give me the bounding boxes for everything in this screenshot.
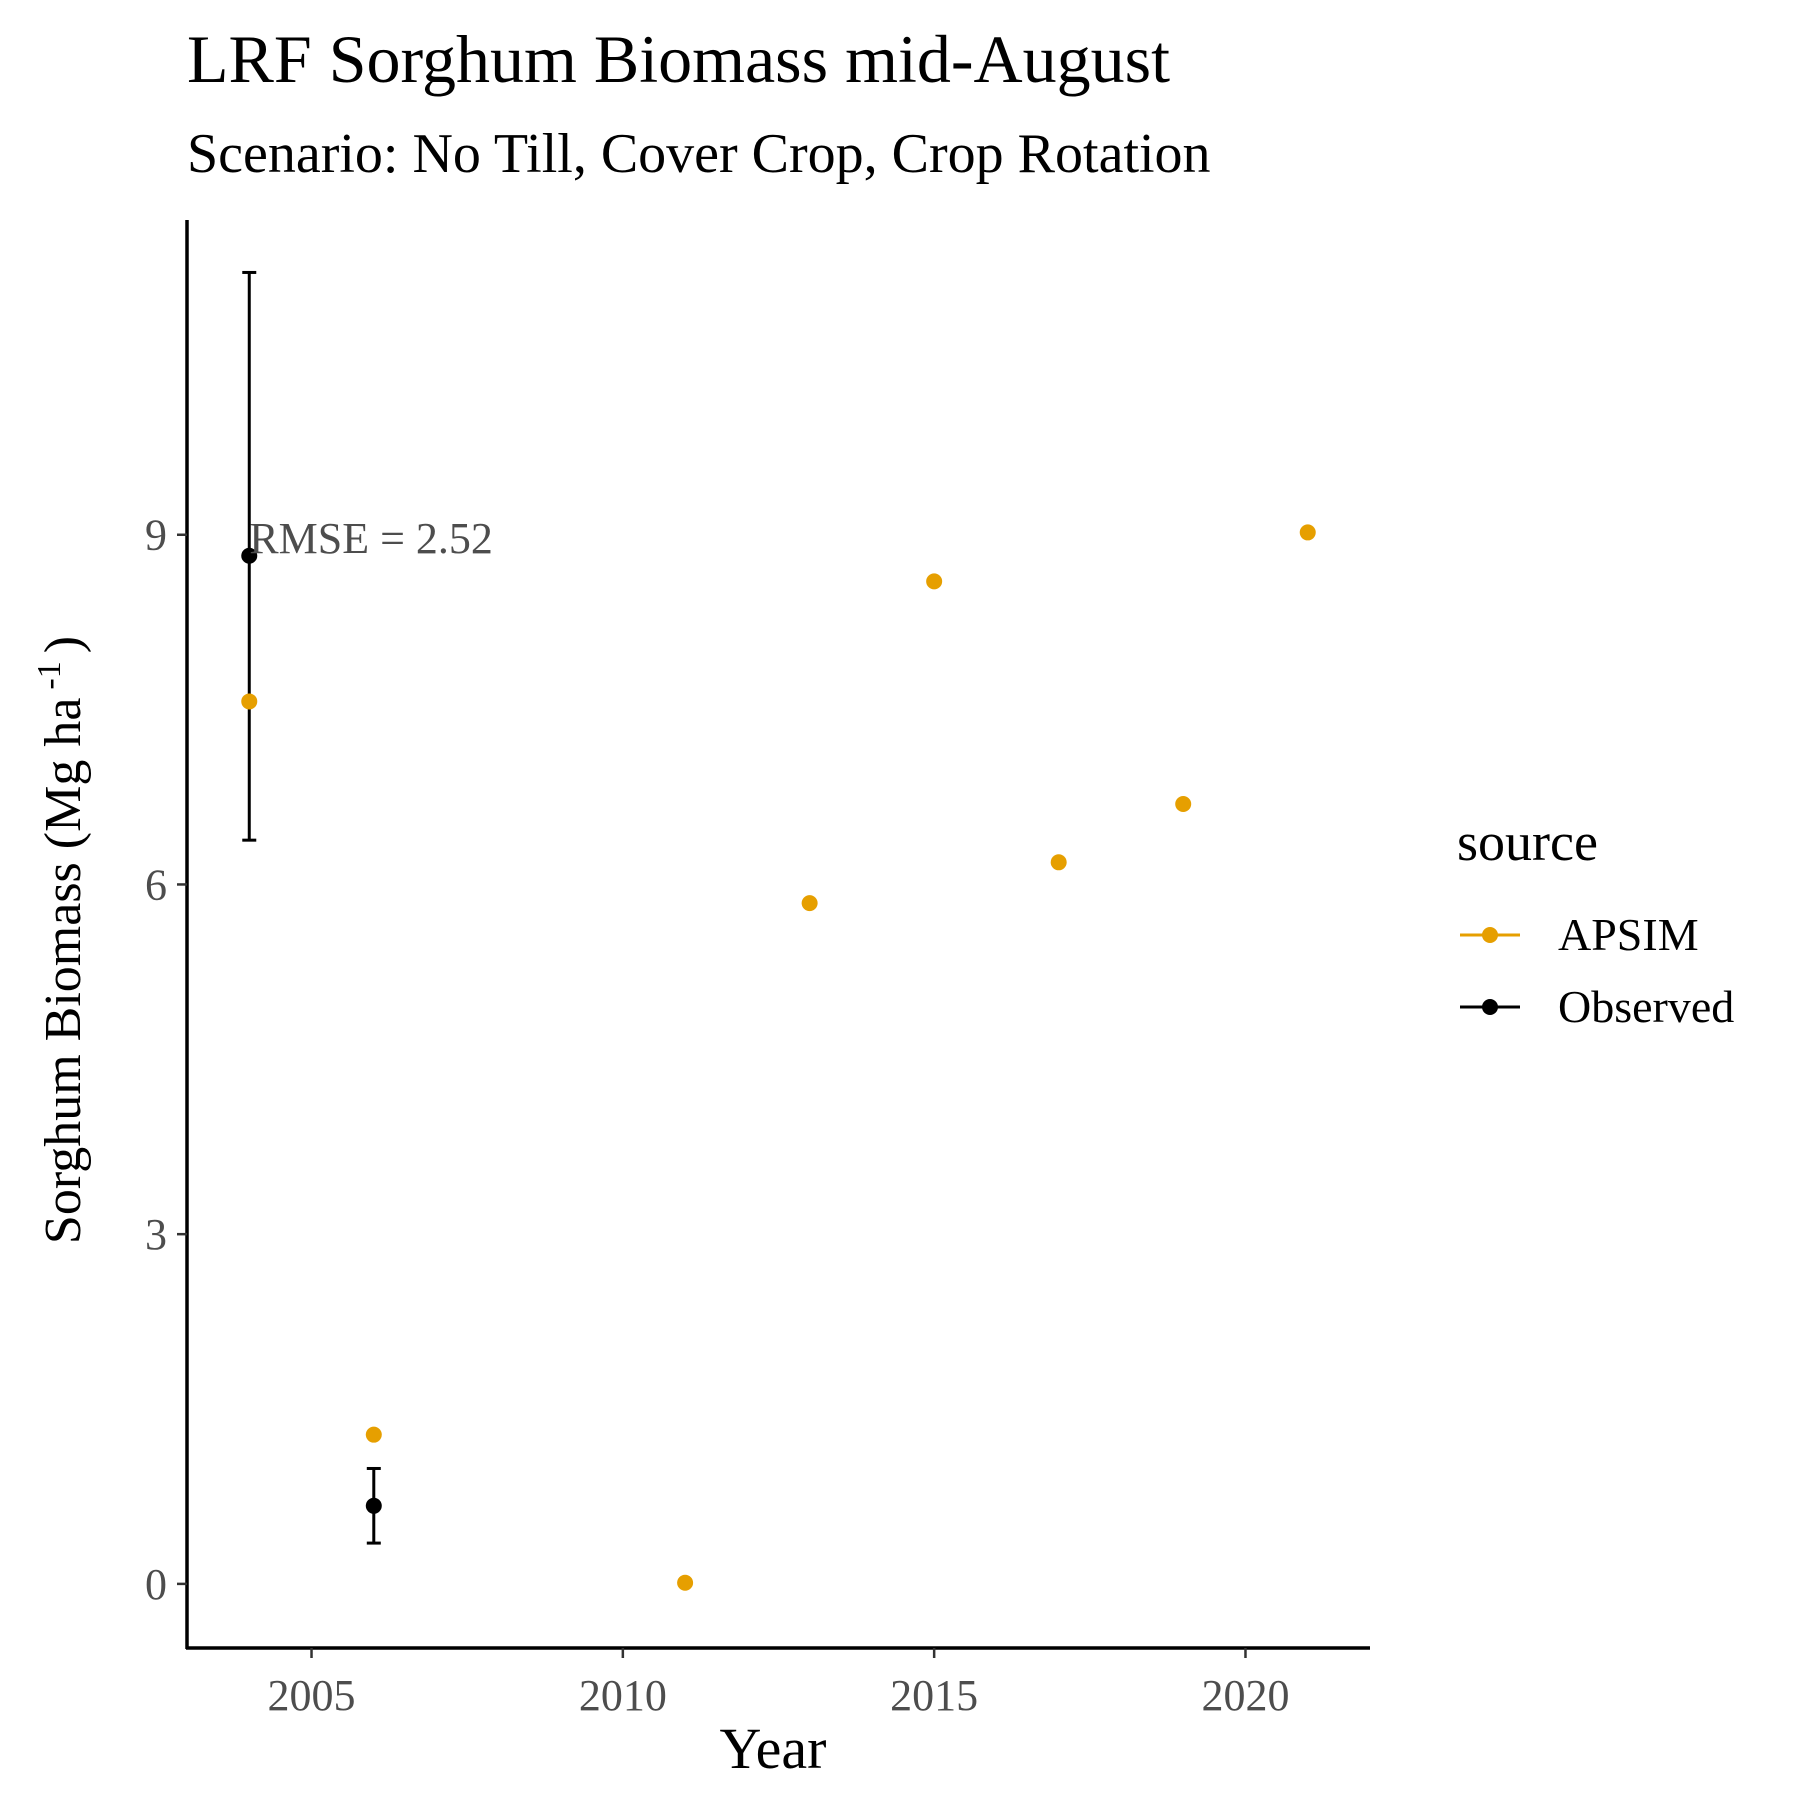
y-axis-title-close: ) [35,636,92,653]
chart-subtitle: Scenario: No Till, Cover Crop, Crop Rota… [187,123,1211,185]
legend-key-observed [1460,999,1520,1015]
y-tick-label-0: 0 [145,1560,167,1609]
apsim-point-3 [801,895,818,912]
apsim-point-2 [677,1574,694,1591]
apsim-point-6 [1175,796,1192,813]
y-axis-title-main: Sorghum Biomass (Mg ha [35,698,92,1245]
apsim-point-7 [1299,524,1316,541]
legend-key-apsim [1460,927,1520,943]
x-tick-label-2: 2015 [890,1671,978,1720]
y-tick-label-1: 3 [145,1210,167,1259]
apsim-point-1 [365,1426,382,1443]
y-tick-label-3: 9 [145,511,167,560]
observed-point-0 [241,547,258,564]
apsim-point-0 [241,693,258,710]
apsim-point-4 [926,573,943,590]
x-axis-title: Year [720,1716,827,1781]
legend-label-apsim: APSIM [1558,909,1699,960]
rmse-annotation: RMSE = 2.52 [249,514,493,563]
plot-area: 0 3 6 9 2005 2010 2015 2020 RMSE = 2.52 [145,220,1370,1720]
legend: source APSIM Observed [1457,812,1734,1032]
y-axis-title-superscript: -1 [31,661,68,689]
x-tick-label-1: 2010 [579,1671,667,1720]
y-tick-label-2: 6 [145,860,167,909]
x-tick-label-3: 2020 [1201,1671,1289,1720]
x-tick-label-0: 2005 [268,1671,356,1720]
chart-title: LRF Sorghum Biomass mid-August [187,21,1170,97]
observed-point-1 [365,1497,382,1514]
legend-label-observed: Observed [1558,981,1734,1032]
y-axis-title: Sorghum Biomass (Mg ha -1) [31,636,92,1244]
apsim-point-5 [1050,854,1067,871]
legend-title: source [1457,812,1598,872]
